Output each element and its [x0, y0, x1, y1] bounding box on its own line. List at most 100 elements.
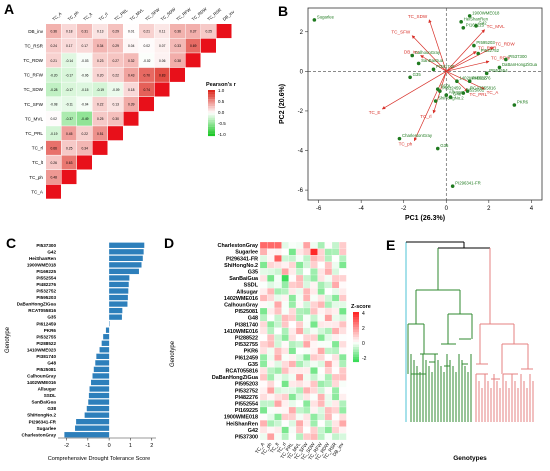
- zscore-cell: [282, 367, 289, 374]
- zscore-cell: [332, 288, 339, 295]
- genotype-label: PI532752: [235, 388, 258, 394]
- zscore-cell: [325, 407, 332, 414]
- score-bar: [76, 419, 109, 424]
- genotype-label: PKR6: [244, 349, 258, 355]
- legend-swatch: [353, 330, 359, 333]
- zscore-cell: [310, 381, 317, 388]
- genotype-label: PI381740: [235, 322, 258, 328]
- zscore-cell: [289, 295, 296, 302]
- zscore-cell: [267, 288, 274, 295]
- diagonal-cell: [201, 39, 216, 53]
- legend-swatch: [353, 355, 359, 358]
- zscore-cell: [318, 288, 325, 295]
- zscore-cell: [318, 394, 325, 401]
- zscore-cell: [282, 348, 289, 355]
- genotype-label: G35: [248, 270, 258, 276]
- diagonal-cell: [108, 126, 123, 140]
- zscore-cell: [339, 407, 346, 414]
- zscore-cell: [289, 321, 296, 328]
- zscore-cell: [339, 242, 346, 249]
- score-bar: [75, 426, 109, 431]
- zscore-cell: [260, 249, 267, 256]
- panel-letter-e: E: [386, 237, 395, 253]
- zscore-cell: [274, 275, 281, 282]
- col-label: TC_MVL: [129, 7, 145, 22]
- legend-swatch: [353, 352, 359, 355]
- diagonal-cell: [46, 185, 61, 199]
- zscore-cell: [296, 328, 303, 335]
- x-tick-label: 0: [445, 206, 449, 212]
- zscore-cell: [339, 288, 346, 295]
- zscore-cell: [318, 262, 325, 269]
- row-label: TC_RFW: [24, 73, 44, 78]
- legend-swatch: [208, 99, 215, 101]
- corr-value: 0.33: [175, 44, 182, 48]
- corr-value: 0.45: [66, 132, 73, 136]
- legend-swatch: [353, 337, 359, 340]
- legend-tick: 4: [362, 311, 365, 317]
- x-tick-label: -4: [359, 206, 365, 212]
- zscore-cell: [318, 407, 325, 414]
- corr-value: -0.14: [65, 59, 73, 63]
- corr-value: 0.43: [128, 73, 135, 77]
- zscore-cell: [282, 354, 289, 361]
- corr-value: 0.20: [97, 73, 104, 77]
- corr-value: 0.36: [51, 30, 58, 34]
- zscore-cell: [339, 381, 346, 388]
- score-bar: [109, 301, 127, 306]
- point-label: Allsugar: [449, 90, 465, 95]
- genotype-label: Allsugar: [38, 387, 57, 392]
- zscore-cell: [303, 433, 310, 440]
- zscore-cell: [296, 387, 303, 394]
- zscore-cell: [332, 361, 339, 368]
- zscore-cell: [296, 427, 303, 434]
- zscore-cell: [310, 387, 317, 394]
- zscore-cell: [325, 275, 332, 282]
- zscore-cell: [296, 341, 303, 348]
- zscore-cell: [310, 315, 317, 322]
- zscore-cell: [332, 394, 339, 401]
- zscore-cell: [274, 414, 281, 421]
- genotype-label: G35: [47, 315, 56, 320]
- zscore-cell: [282, 433, 289, 440]
- zscore-cell: [339, 361, 346, 368]
- plot-frame: [308, 8, 542, 200]
- genotype-label: CalhounGray: [27, 374, 56, 379]
- zscore-cell: [282, 394, 289, 401]
- diagonal-cell: [77, 155, 92, 169]
- score-bar: [109, 243, 144, 248]
- zscore-cell: [289, 249, 296, 256]
- zscore-cell: [325, 334, 332, 341]
- zscore-cell: [332, 315, 339, 322]
- point-label: G35: [440, 143, 449, 148]
- zscore-cell: [339, 420, 346, 427]
- corr-value: 0.24: [51, 44, 58, 48]
- x-axis-title: Comprehensive Drought Tolerance Score: [48, 456, 151, 462]
- genotype-label: PI482276: [36, 282, 56, 287]
- zscore-cell: [260, 255, 267, 262]
- zscore-cell: [260, 268, 267, 275]
- zscore-cell: [282, 308, 289, 315]
- genotype-label: ShiHongNo.2: [224, 263, 258, 269]
- legend-swatch: [208, 122, 215, 124]
- zscore-cell: [260, 334, 267, 341]
- panel-letter-d: D: [164, 235, 174, 251]
- zscore-cell: [282, 262, 289, 269]
- zscore-cell: [318, 308, 325, 315]
- corr-value: 0.34: [82, 146, 89, 150]
- zscore-cell: [282, 315, 289, 322]
- genotype-label: Sugarlee: [37, 426, 57, 431]
- zscore-cell: [267, 341, 274, 348]
- score-bar: [109, 256, 143, 261]
- zscore-cell: [289, 394, 296, 401]
- genotype-point: [474, 24, 478, 28]
- genotype-label: PI552554: [36, 276, 56, 281]
- diagonal-cell: [93, 141, 108, 155]
- genotype-label: 1900WME018: [224, 415, 258, 421]
- corr-value: 0.74: [144, 88, 151, 92]
- legend-swatch: [208, 134, 215, 136]
- zscore-cell: [260, 381, 267, 388]
